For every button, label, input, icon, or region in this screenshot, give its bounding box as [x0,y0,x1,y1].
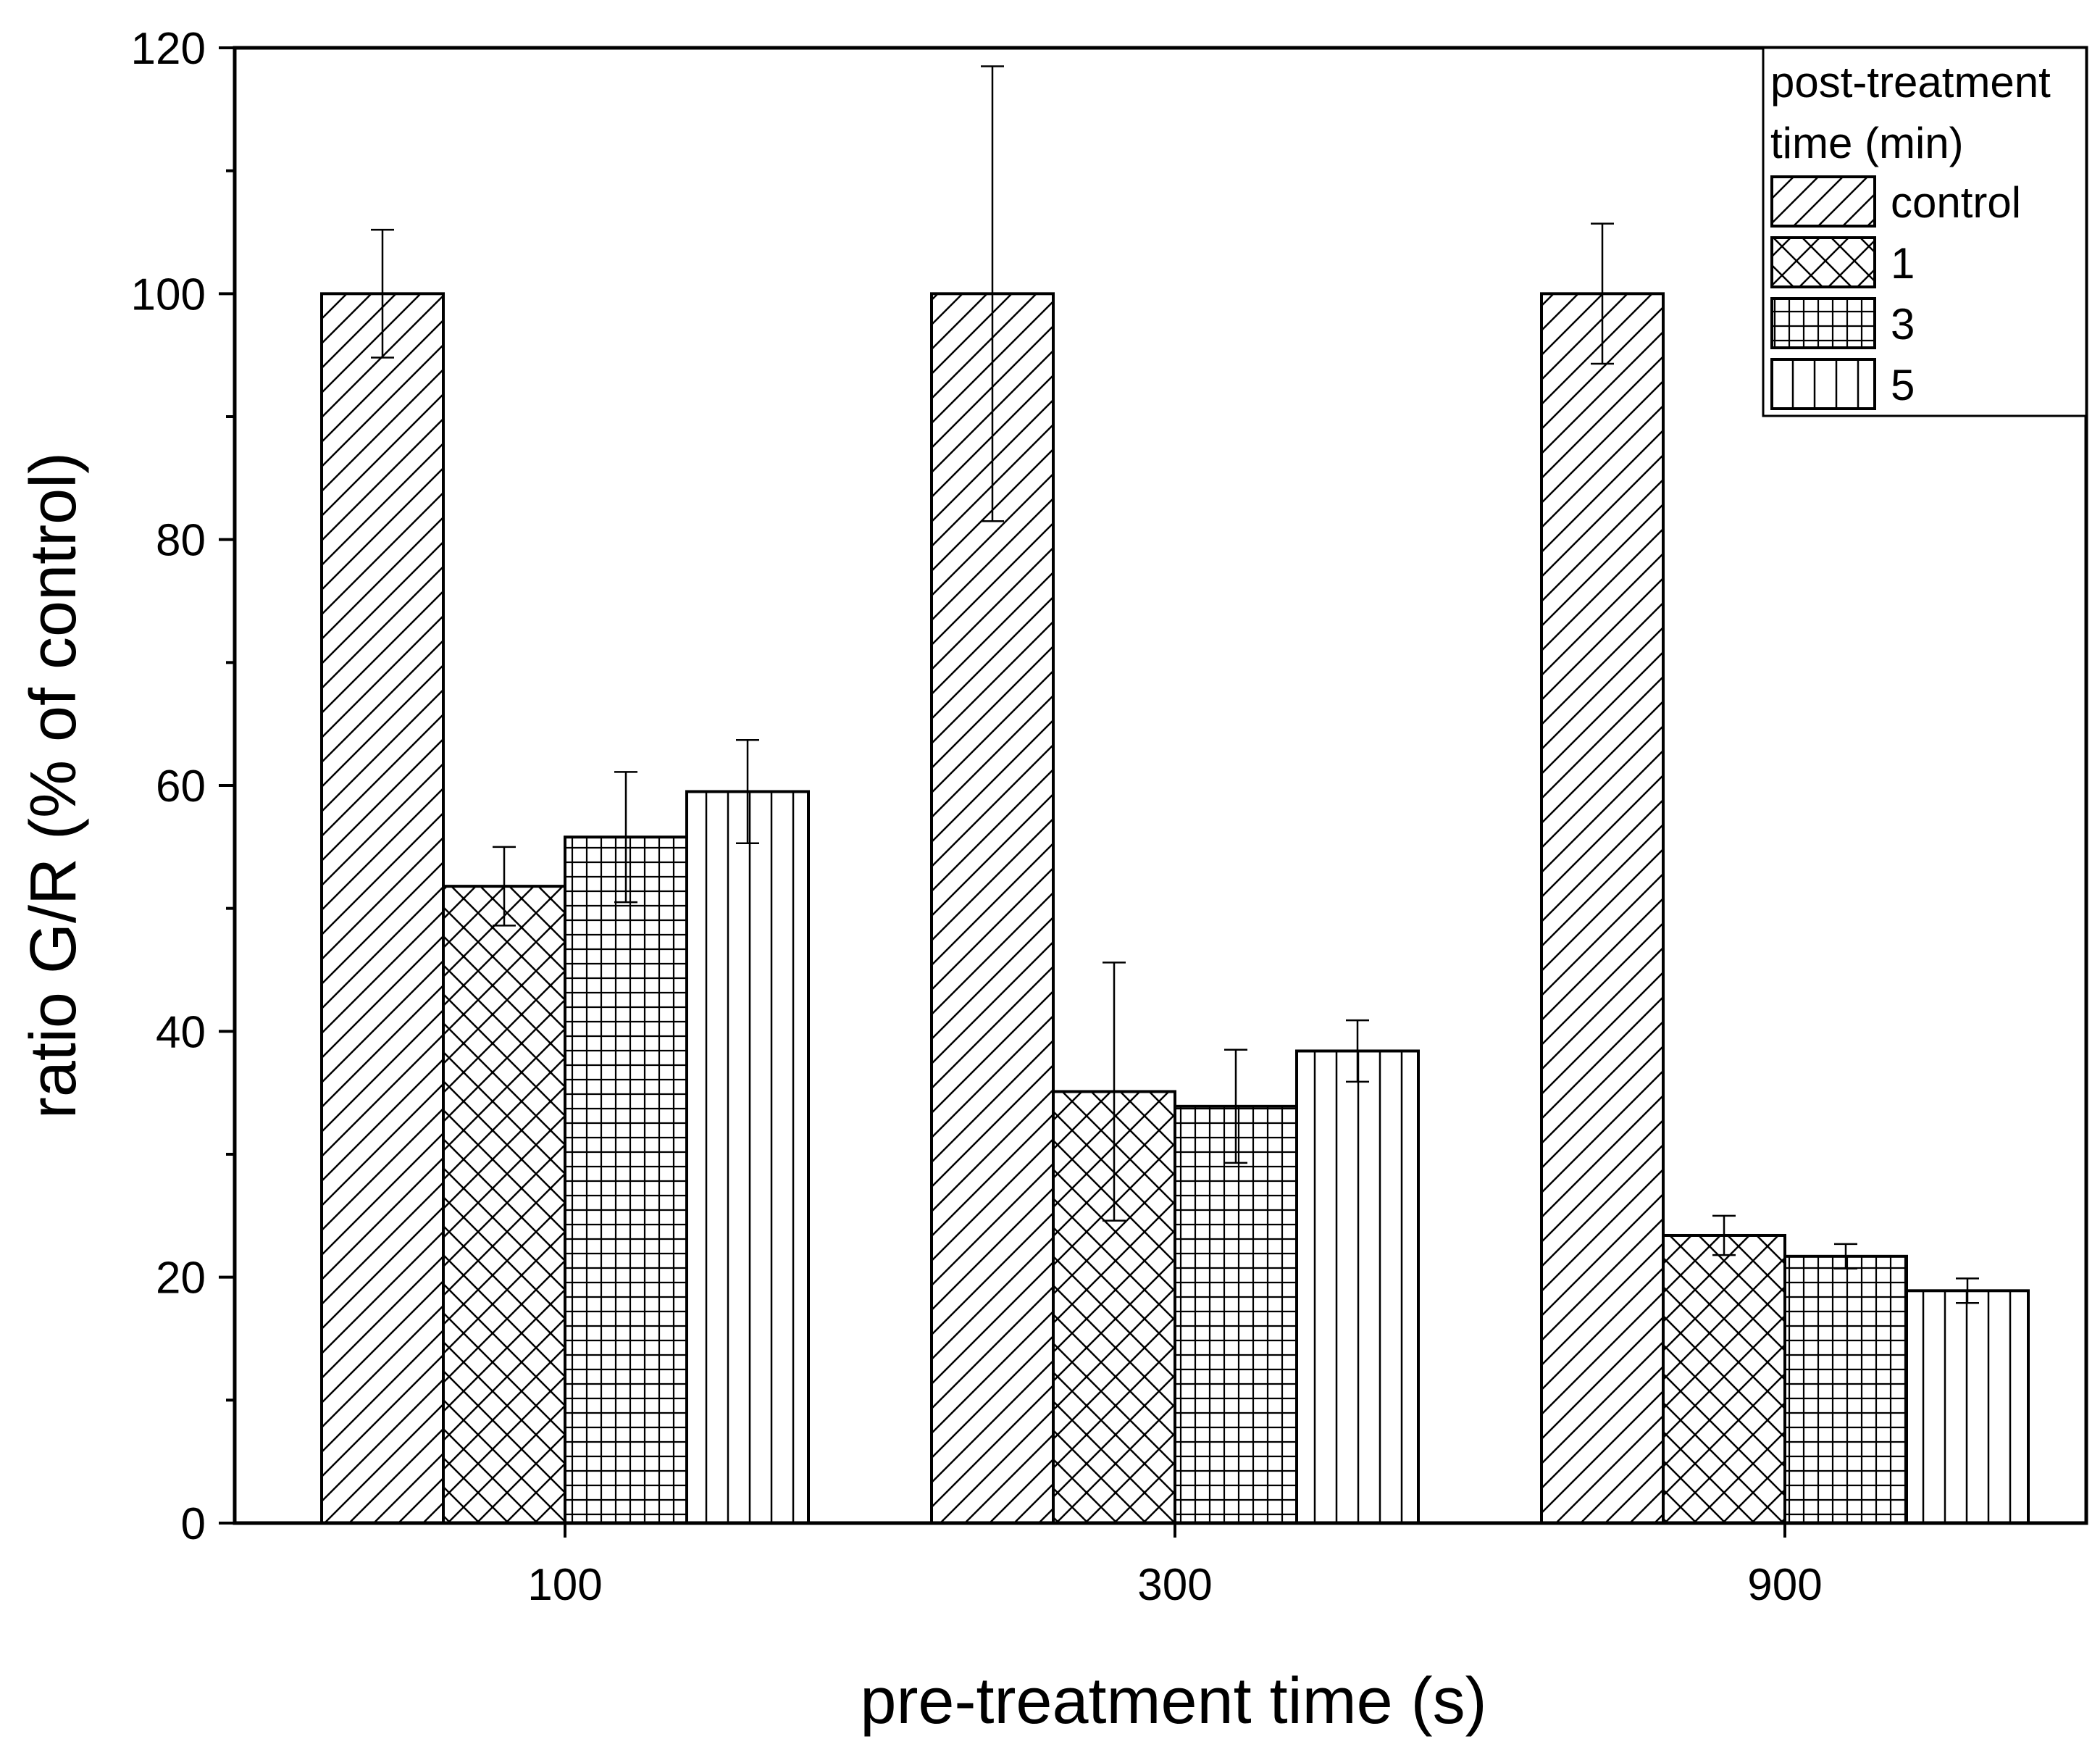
error-bar-900-5 [1956,1277,1979,1304]
y-tick-label: 40 [156,1007,206,1057]
bar-100-control [320,292,445,1525]
y-tick-label: 0 [181,1499,206,1549]
legend-entries: control 1 3 5 [1770,175,2021,410]
bar-300-3 [1174,1104,1298,1525]
x-axis-title: pre-treatment time (s) [860,1665,1486,1738]
bar-900-3 [1783,1254,1908,1525]
error-bar-100-5 [736,738,759,844]
error-bar-100-1 [493,846,516,927]
legend-swatch [1770,236,1876,288]
legend-item-1: 1 [1770,236,1915,288]
error-bar-300-3 [1224,1048,1247,1164]
legend-swatch [1770,175,1876,228]
error-bar-900-3 [1834,1243,1857,1270]
x-tick-label: 100 [527,1560,602,1610]
legend-swatch [1770,358,1876,410]
legend-label: 3 [1891,300,1915,349]
legend-box [1762,46,2088,417]
legend: post-treatment time (min) control 1 3 5 [1762,46,2088,417]
legend-item-control: control [1770,175,2021,228]
legend-item-3: 3 [1770,297,1915,349]
legend-label: control [1891,178,2021,227]
error-bar-900-control [1591,222,1614,365]
bar-900-5 [1905,1289,2030,1525]
error-bar-300-control [981,65,1004,522]
error-bar-300-1 [1103,962,1126,1222]
error-bar-100-control [371,228,394,359]
bar-100-3 [564,835,688,1525]
error-bar-900-1 [1712,1214,1736,1256]
legend-label: 1 [1891,239,1915,288]
legend-swatch [1770,297,1876,349]
y-tick-label: 80 [156,516,206,566]
y-tick-label: 60 [156,762,206,812]
legend-item-5: 5 [1770,358,1915,410]
x-tick-label: 900 [1747,1560,1822,1610]
error-bar-300-5 [1346,1019,1369,1083]
bar-900-1 [1662,1233,1786,1525]
error-bar-100-3 [614,771,637,904]
error-bars-layer [371,65,1979,1304]
bar-100-5 [685,790,810,1525]
y-tick-label: 20 [156,1254,206,1304]
x-tick-label: 300 [1137,1560,1212,1610]
bar-300-5 [1295,1049,1420,1525]
legend-label: 5 [1891,361,1915,409]
bar-100-1 [442,885,566,1525]
y-axis-title: ratio G/R (% of control) [17,452,90,1119]
y-tick-label: 120 [131,24,206,74]
bar-900-control [1540,292,1665,1525]
y-tick-label: 100 [131,270,206,320]
bars-layer [320,292,2030,1525]
axis-ticks: 0 20 40 60 80 100 120 100 300 900 [131,24,1823,1610]
legend-title-line1: post-treatment [1770,58,2051,107]
legend-title-line2: time (min) [1770,119,1964,167]
